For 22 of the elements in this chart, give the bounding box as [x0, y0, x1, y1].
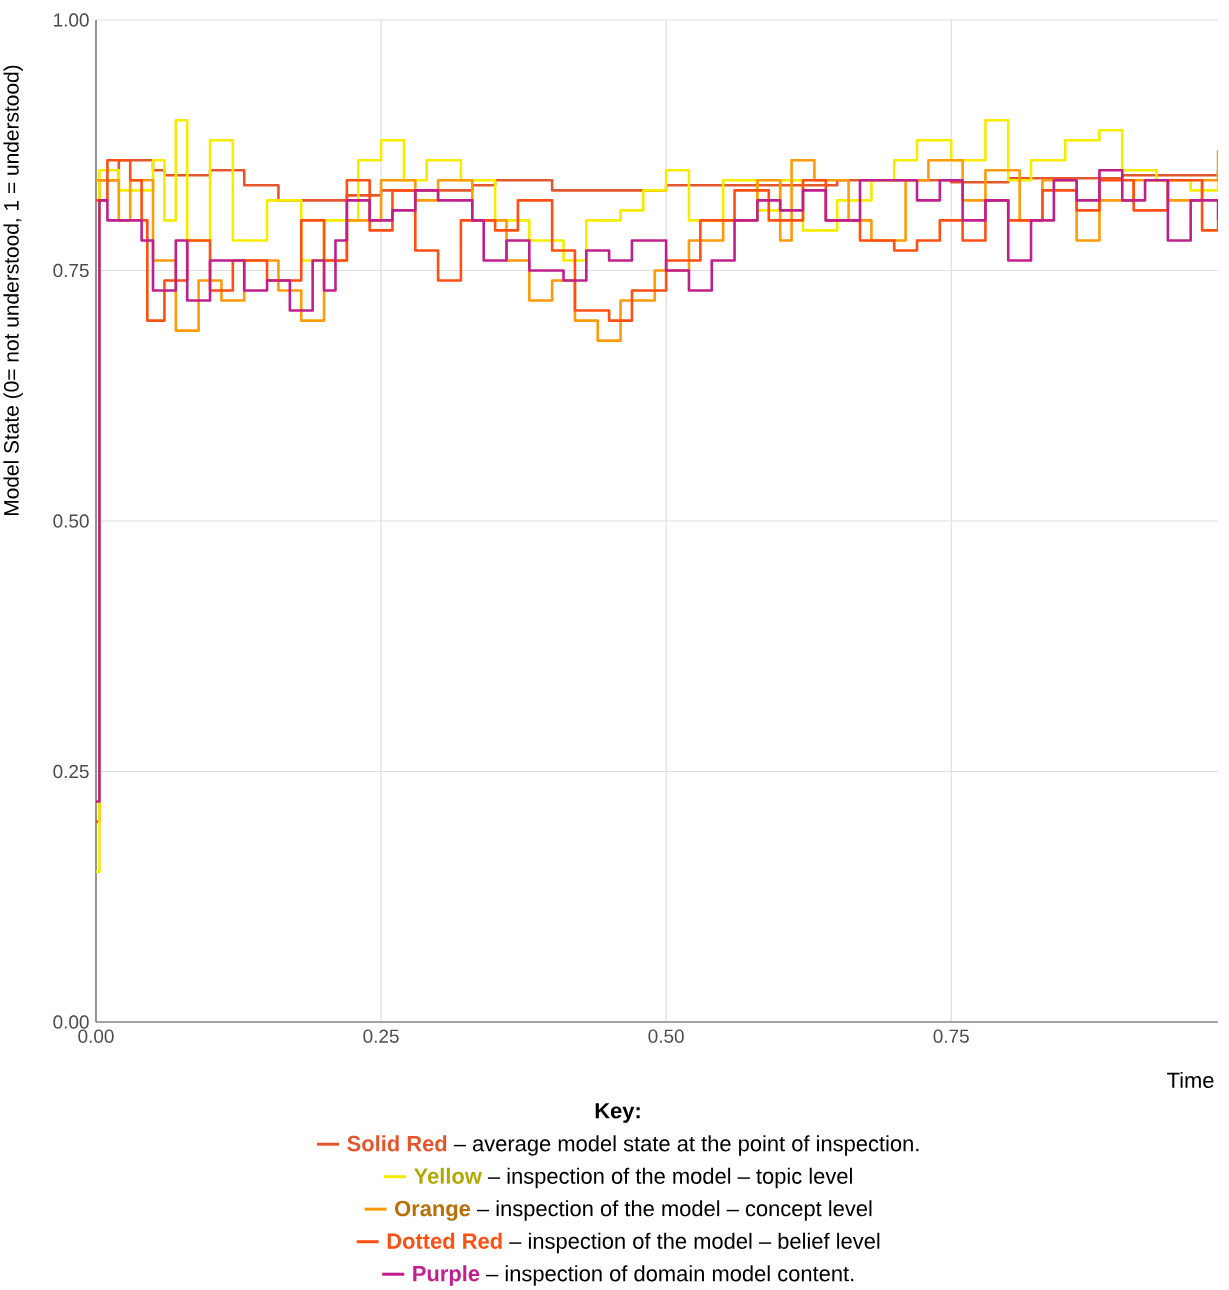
legend-label: Solid Red — [347, 1135, 447, 1152]
y-tick-label: 0.50 — [53, 514, 89, 528]
text: – average model state at the point of inspection. — [453, 1135, 919, 1156]
x-tick-label: 0.00 — [78, 1029, 114, 1043]
y-tick-label: 0.75 — [53, 263, 89, 278]
y-tick-label: 0.25 — [53, 764, 89, 779]
x-tick-label: 0.50 — [648, 1029, 684, 1043]
legend-label: Purple — [413, 1265, 480, 1286]
x-axis-title: Time — [1167, 1071, 1214, 1089]
y-tick-label: 1.00 — [54, 13, 89, 27]
text: – inspection of the model – topic level — [487, 1167, 852, 1189]
legend-label: Orange — [395, 1200, 471, 1221]
y-tick-label: 0.00 — [53, 1015, 89, 1029]
x-tick-label: 0.75 — [933, 1029, 969, 1043]
legend-title: Key: — [595, 1103, 640, 1123]
text: – inspection of the model – concept level — [476, 1200, 872, 1221]
legend-label: Dotted Red — [387, 1232, 502, 1249]
text: – inspection of domain model content. — [486, 1265, 854, 1286]
legend-label: Yellow — [414, 1167, 482, 1184]
text: – inspection of the model – belief level — [509, 1232, 880, 1254]
y-axis-title: Model State (0= not understood, 1 = understood) — [3, 65, 23, 516]
x-tick-label: 0.25 — [363, 1029, 399, 1043]
